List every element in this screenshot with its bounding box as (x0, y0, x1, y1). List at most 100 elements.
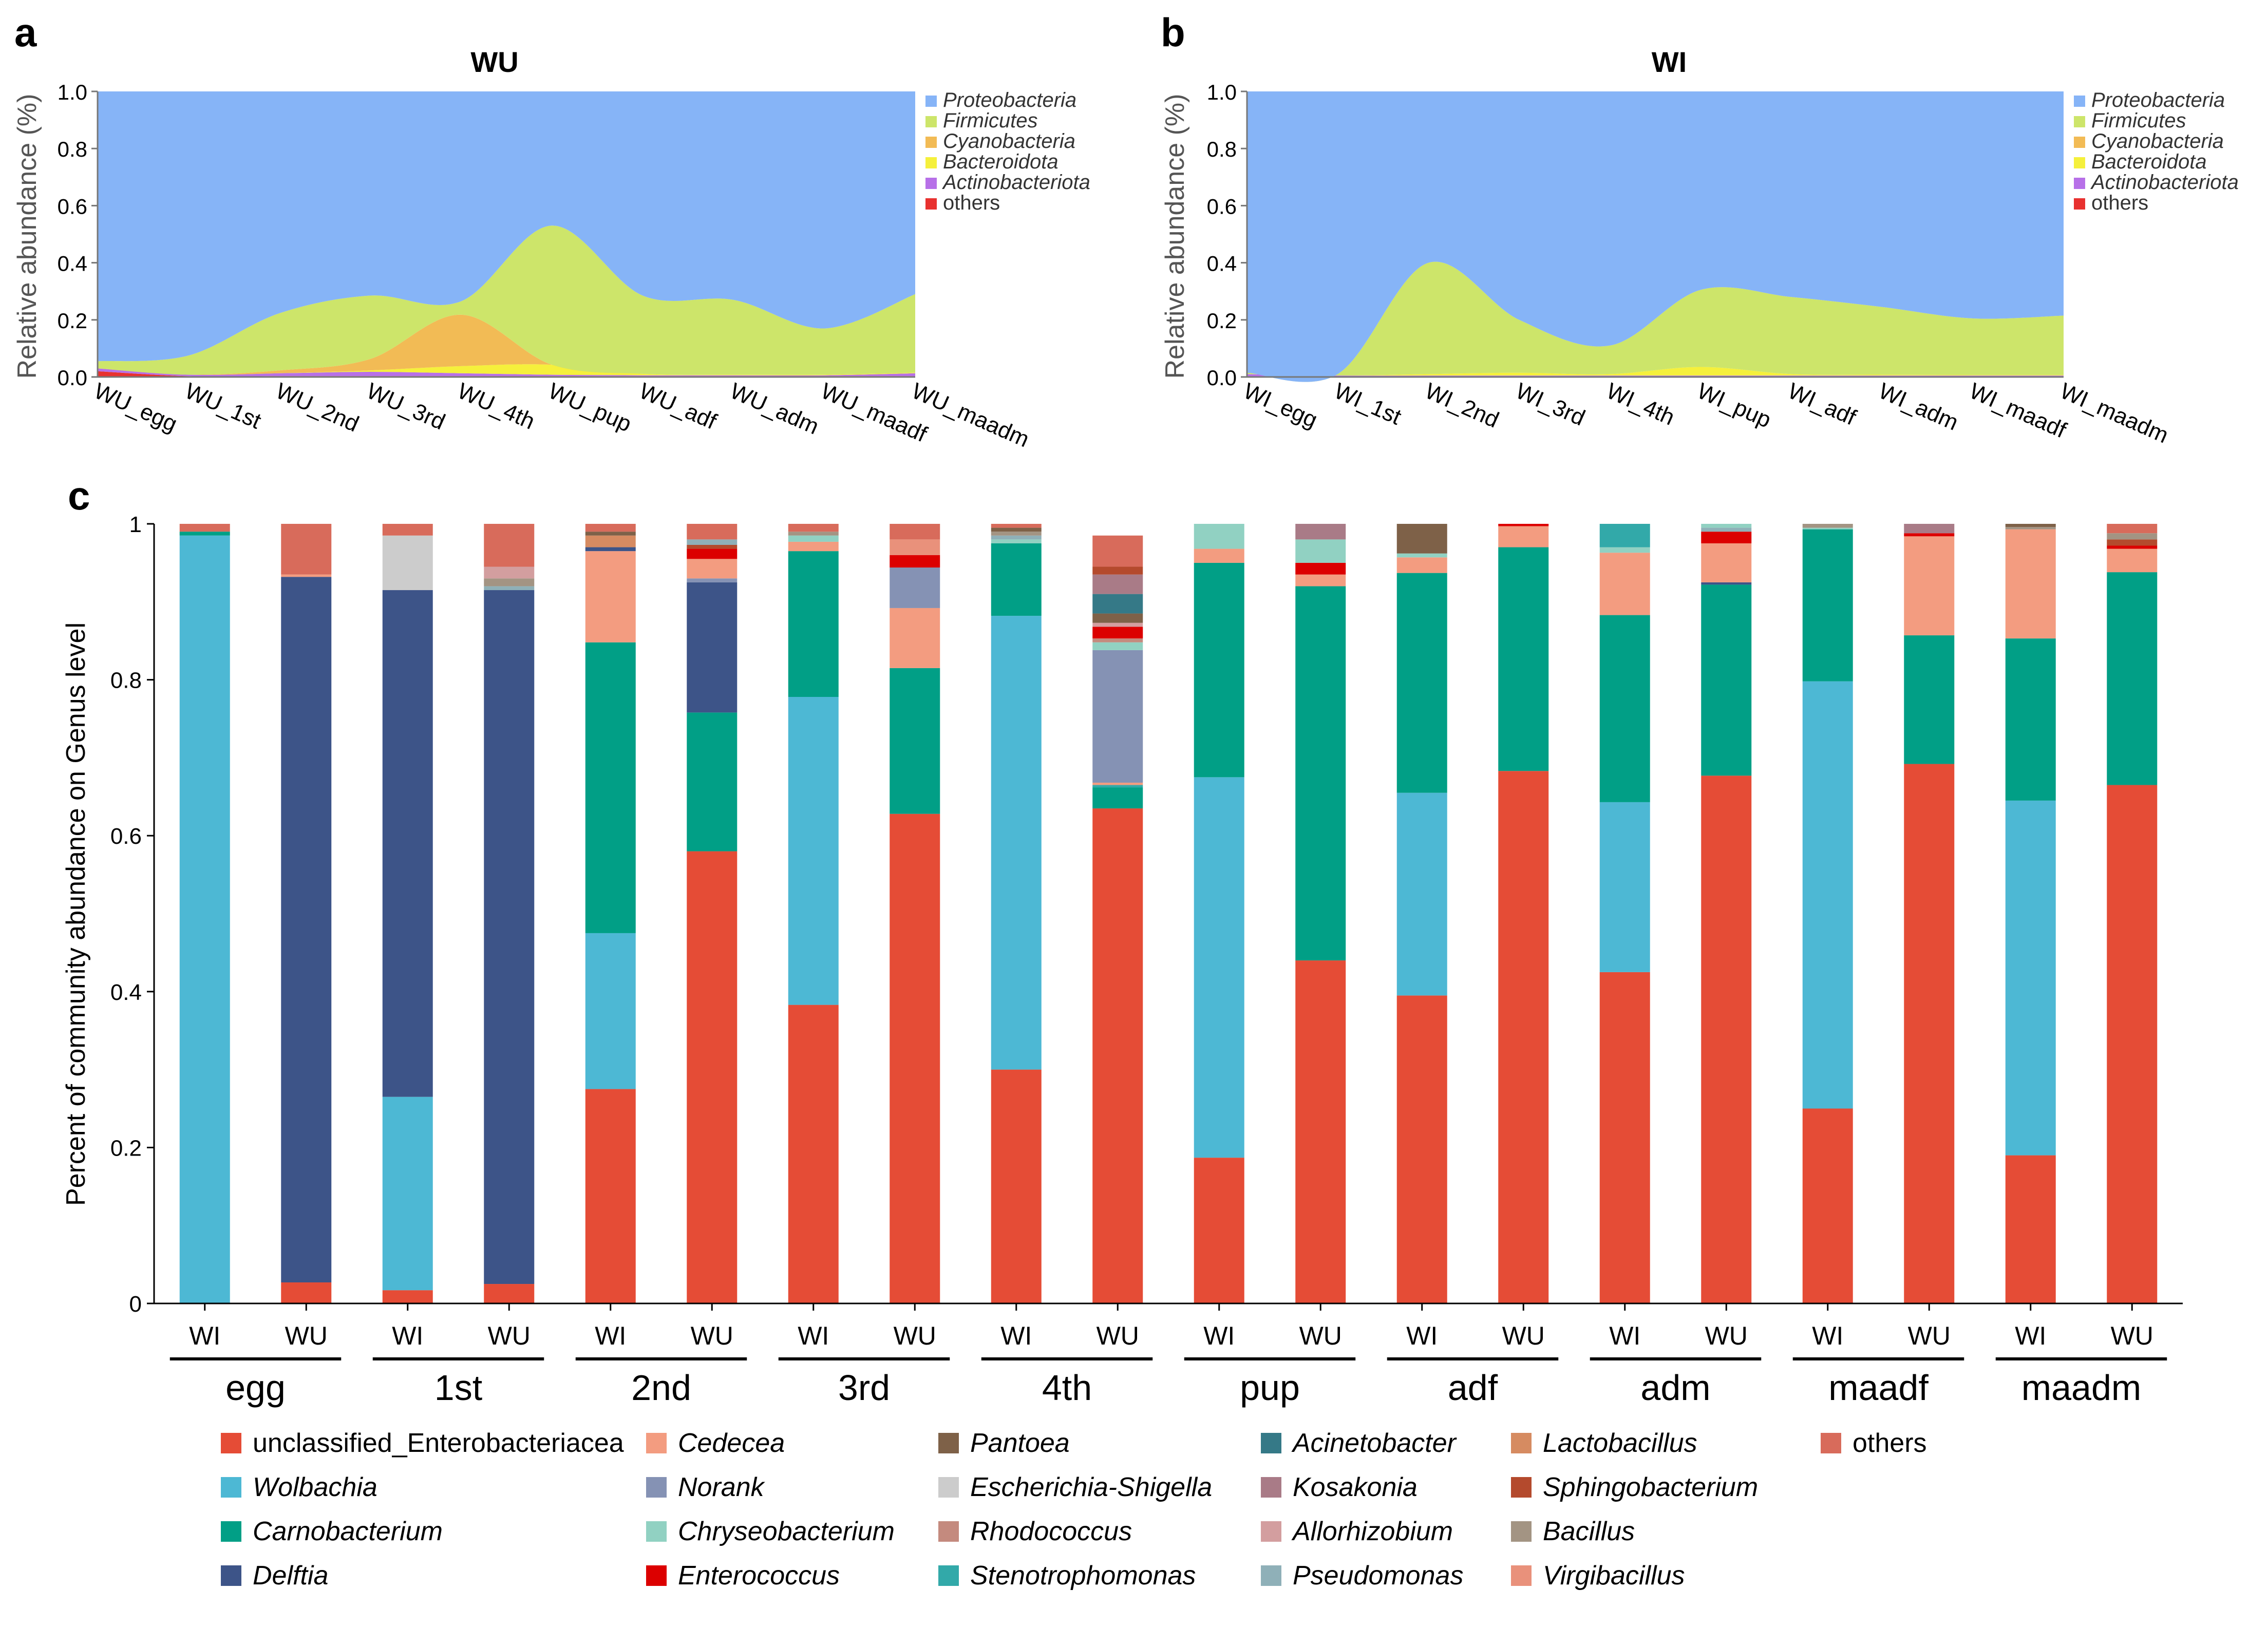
panel-b-x-tick-label: WI_egg (1240, 378, 1321, 432)
legend-label: Kosakonia (1293, 1472, 1418, 1502)
bar-segment-adm-wi-unclassified_enterobacteriacea (1599, 972, 1650, 1303)
panel-b-y-tick-label: 0.0 (1207, 366, 1237, 390)
bar-segment-adf-wi-pantoea (1396, 524, 1447, 554)
panel-c-y-tick-label: 1 (129, 512, 142, 537)
group-label-maadm: maadm (2021, 1368, 2141, 1408)
panel-b-area-chart: 0.0 0.2 0.4 0.6 0.8 1.0 WI_egg WI_1st WI_2nd WI_3… (1207, 80, 2239, 448)
panel-b-y-tick-label: 0.8 (1207, 137, 1237, 161)
legend-item-chryseobacterium: Chryseobacterium (646, 1514, 895, 1549)
bar-segment-1st-wi-unclassified_enterobacteriacea (382, 1290, 433, 1303)
legend-label: Norank (678, 1472, 764, 1502)
panel-a-y-tick-label: 0.8 (58, 137, 87, 161)
legend-label: Lactobacillus (1543, 1428, 1697, 1458)
bar-sample-label: WI (1406, 1321, 1438, 1350)
legend-item-norank: Norank (646, 1469, 764, 1505)
panel-b-x-tick-label: WI_1st (1331, 378, 1405, 429)
bar-segment-2nd-wu-unclassified_enterobacteriacea (687, 851, 738, 1303)
bar-sample-label: WU (1097, 1321, 1139, 1350)
legend-swatch (1261, 1433, 1281, 1453)
bar-segment-pup-wu-cedecea (1295, 574, 1346, 587)
bar-segment-adf-wi-chryseobacterium (1396, 553, 1447, 558)
bar-segment-4th-wu-enterococcus (1092, 627, 1143, 639)
bar-segment-4th-wu-sphingobacterium (1092, 566, 1143, 575)
group-label-pup: pup (1240, 1368, 1300, 1408)
bar-segment-4th-wu-stenotrophomonas (1092, 785, 1143, 788)
bar-segment-maadm-wi-bacillus (2005, 527, 2056, 529)
bar-sample-label: WI (392, 1321, 423, 1350)
legend-swatch (221, 1565, 241, 1586)
panel-b-letter: b (1161, 10, 1185, 55)
bar-segment-adf-wi-unclassified_enterobacteriacea (1396, 995, 1447, 1303)
bar-segment-maadm-wi-pantoea (2005, 524, 2056, 527)
bar-sample-label: WU (2111, 1321, 2153, 1350)
panel-c-y-axis-title: Percent of community abundance on Genus … (61, 622, 91, 1206)
bar-segment-maadf-wi-unclassified_enterobacteriacea (1802, 1108, 1853, 1303)
panel-b-legend-label: Bacteroidota (2091, 150, 2207, 173)
bar-segment-2nd-wu-others (687, 524, 738, 540)
legend-swatch (646, 1433, 667, 1453)
legend-item-cedecea: Cedecea (646, 1425, 785, 1461)
bar-segment-maadf-wi-carnobacterium (1802, 529, 1853, 682)
legend-item-acinetobacter: Acinetobacter (1261, 1425, 1456, 1461)
bar-segment-maadm-wu-cedecea (2107, 548, 2158, 573)
bar-segment-3rd-wu-enterococcus (890, 555, 940, 568)
bar-sample-label: WU (1908, 1321, 1951, 1350)
panel-a-legend-label: Proteobacteria (943, 89, 1076, 111)
bar-segment-4th-wu-others (1092, 535, 1143, 567)
panel-b-area-actinobacteriota (1247, 374, 2064, 376)
bar-segment-4th-wi-bacillus (991, 532, 1042, 536)
bar-segment-2nd-wu-carnobacterium (687, 712, 738, 852)
bar-sample-label: WU (894, 1321, 936, 1350)
panel-a-legend-swatch (925, 157, 937, 168)
panel-a-area-cyanobacteria (98, 314, 915, 375)
legend-label: Chryseobacterium (678, 1517, 895, 1546)
bar-sample-label: WI (798, 1321, 829, 1350)
group-label-2nd: 2nd (631, 1368, 691, 1408)
bar-segment-3rd-wi-bacillus (788, 532, 839, 536)
bar-segment-adm-wi-wolbachia (1599, 802, 1650, 972)
bar-segment-3rd-wu-carnobacterium (890, 668, 940, 814)
legend-item-bacillus: Bacillus (1511, 1514, 1635, 1549)
panel-b-x-tick-label: WI_3rd (1512, 378, 1589, 430)
bar-sample-label: WI (189, 1321, 220, 1350)
bar-segment-pup-wu-chryseobacterium (1295, 539, 1346, 563)
bar-segment-maadf-wu-carnobacterium (1904, 635, 1955, 764)
legend-swatch (1261, 1477, 1281, 1498)
legend-swatch (1511, 1477, 1532, 1498)
bar-segment-adm-wi-stenotrophomonas (1599, 524, 1650, 547)
panel-b-legend-label: others (2091, 192, 2148, 214)
panel-a-area-firmicutes (98, 225, 915, 375)
bar-segment-adm-wu-pseudomonas (1701, 527, 1752, 532)
group-label-1st: 1st (434, 1368, 482, 1408)
bar-segment-4th-wi-pseudomonas (991, 535, 1042, 540)
legend-swatch (1511, 1521, 1532, 1542)
bar-segment-maadm-wu-sphingobacterium (2107, 539, 2158, 546)
bar-segment-1st-wu-pseudomonas (484, 586, 535, 591)
panel-a-legend-label: Bacteroidota (943, 150, 1059, 173)
bar-segment-maadf-wi-wolbachia (1802, 681, 1853, 1109)
legend-swatch (938, 1477, 959, 1498)
bar-sample-label: WI (2015, 1321, 2046, 1350)
panel-a-letter: a (14, 10, 37, 55)
panel-b-x-tick-label: WI_4th (1603, 378, 1678, 430)
panel-b-y-axis-title: Relative abundance (%) (1160, 94, 1190, 379)
legend-label: Bacillus (1543, 1517, 1635, 1546)
bar-segment-2nd-wi-pantoea (585, 532, 636, 536)
bar-segment-4th-wi-unclassified_enterobacteriacea (991, 1069, 1042, 1303)
panel-b-y-tick-label: 0.6 (1207, 194, 1237, 218)
bar-segment-adf-wu-carnobacterium (1498, 547, 1549, 771)
bar-segment-adf-wi-cedecea (1396, 557, 1447, 573)
bar-segment-4th-wi-others (991, 524, 1042, 528)
bar-sample-label: WI (1203, 1321, 1235, 1350)
bar-sample-label: WU (488, 1321, 531, 1350)
legend-item-pseudomonas: Pseudomonas (1261, 1558, 1463, 1594)
panel-b-y-tick-label: 0.4 (1207, 252, 1237, 276)
bar-segment-pup-wi-chryseobacterium (1194, 524, 1244, 549)
bar-segment-pup-wu-unclassified_enterobacteriacea (1295, 960, 1346, 1303)
bar-segment-4th-wu-kosakonia (1092, 574, 1143, 594)
legend-item-others: others (1821, 1425, 1927, 1461)
bar-segment-4th-wu-cedecea (1092, 782, 1143, 785)
bar-sample-label: WU (691, 1321, 733, 1350)
bar-segment-1st-wi-delftia (382, 590, 433, 1097)
legend-swatch (646, 1565, 667, 1586)
